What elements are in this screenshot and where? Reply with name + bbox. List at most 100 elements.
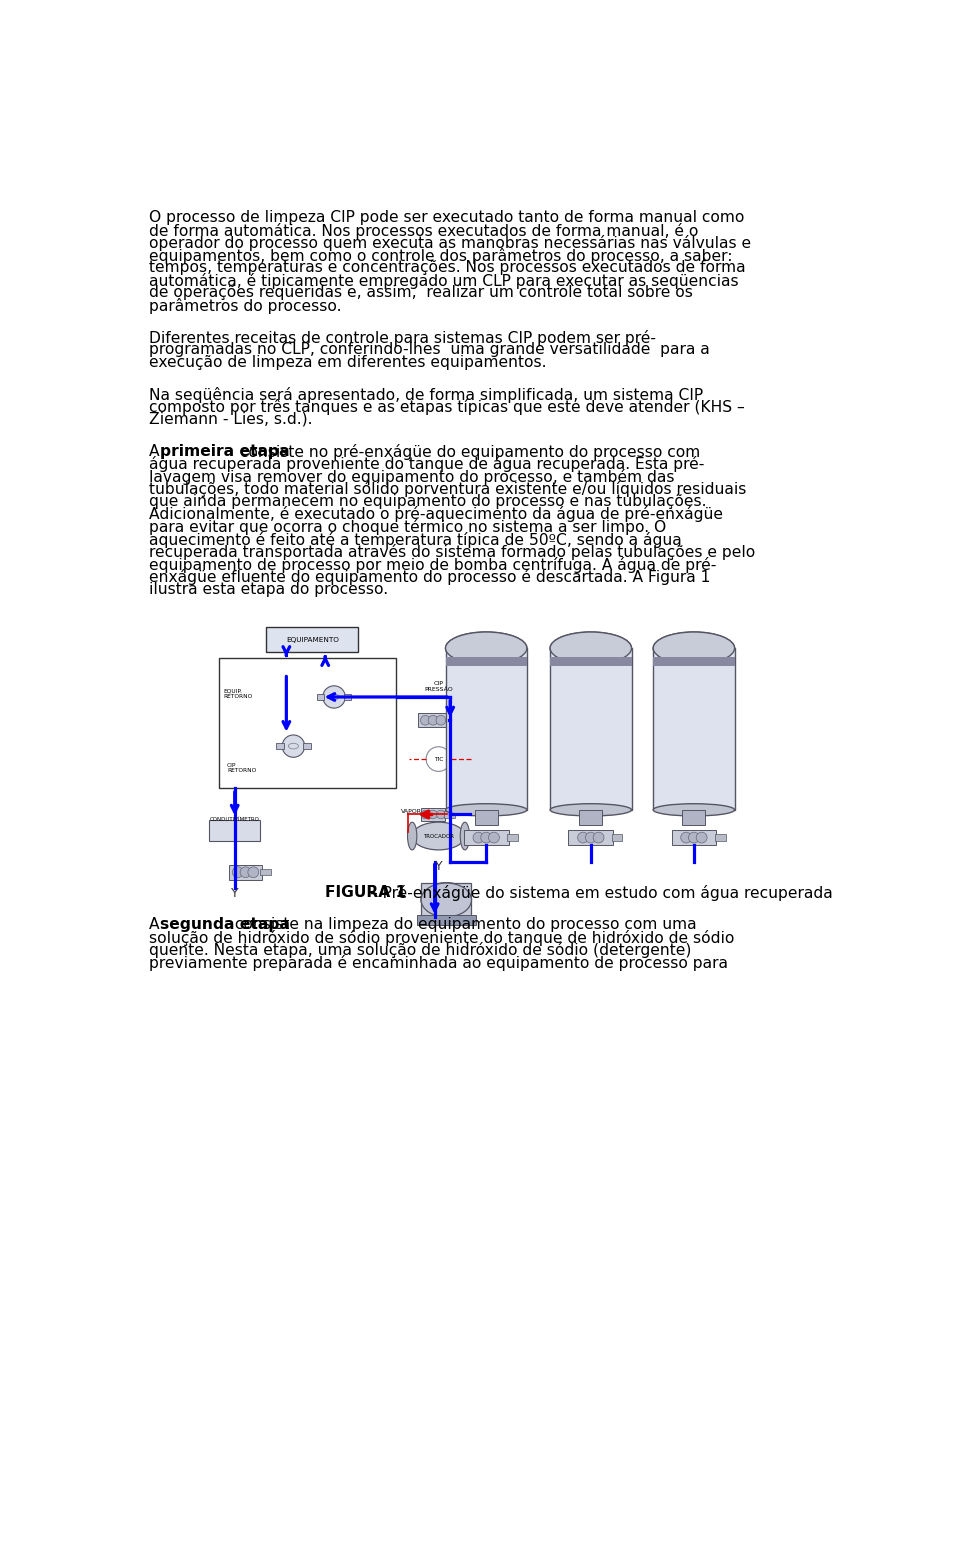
Text: CIP
PRESSÃO: CIP PRESSÃO [424,681,453,692]
Circle shape [473,833,484,843]
Bar [420,808,445,820]
Text: consiste no pré-enxágüe do equipamento do processo com: consiste no pré-enxágüe do equipamento d… [235,444,700,460]
Circle shape [232,867,243,878]
Bar [475,809,497,825]
Bar [421,882,471,917]
Ellipse shape [653,631,734,664]
Text: consiste na limpeza do equipamento do processo com uma: consiste na limpeza do equipamento do pr… [229,917,696,932]
Bar [303,744,311,748]
Circle shape [437,811,445,818]
Text: TROCADOR: TROCADOR [423,834,454,839]
Bar [445,656,527,666]
Ellipse shape [412,822,465,850]
Circle shape [489,833,499,843]
Bar [683,809,706,825]
Text: tempos, temperaturas e concentrações. Nos processos executados de forma: tempos, temperaturas e concentrações. No… [150,260,746,276]
Bar [344,694,351,700]
Circle shape [428,716,438,725]
Text: CIP
RETORNO: CIP RETORNO [227,762,256,773]
Text: A: A [150,917,165,932]
Bar [671,829,716,845]
Text: Ziemann - Lies, s.d.).: Ziemann - Lies, s.d.). [150,412,313,427]
Circle shape [429,811,438,818]
Text: para evitar que ocorra o choque térmico no sistema a ser limpo. O: para evitar que ocorra o choque térmico … [150,519,666,535]
Ellipse shape [421,882,471,917]
Bar [507,834,517,840]
Text: automática, é tipicamente empregado um CLP para executar as seqüencias: automática, é tipicamente empregado um C… [150,273,739,288]
Bar [550,656,632,666]
Circle shape [688,833,699,843]
Bar [464,829,509,845]
Text: primeira etapa: primeira etapa [160,444,290,458]
Bar [445,649,527,809]
Bar [653,656,734,666]
Ellipse shape [421,882,471,917]
Text: – Pré-enxágüe do sistema em estudo com água recuperada: – Pré-enxágüe do sistema em estudo com á… [371,886,833,901]
Bar [419,714,447,726]
Ellipse shape [550,631,632,664]
Bar [209,820,259,842]
Text: que ainda permanecem no equipamento do processo e nas tubulações.: que ainda permanecem no equipamento do p… [150,494,707,508]
Text: água recuperada proveniente do tanque de água recuperada. Esta pré-: água recuperada proveniente do tanque de… [150,457,705,472]
Text: VAPOR: VAPOR [400,809,421,814]
Bar [653,649,734,809]
Bar [568,829,613,845]
Text: FIGURA 1: FIGURA 1 [325,886,407,900]
Circle shape [323,686,346,708]
Ellipse shape [408,822,417,850]
Text: de operações requeridas e, assim,  realizar um controle total sobre os: de operações requeridas e, assim, realiz… [150,285,693,301]
Ellipse shape [460,822,469,850]
Text: solução de hidróxido de sódio proveniente do tanque de hidróxido de sódio: solução de hidróxido de sódio provenient… [150,929,734,946]
Text: lavagem visa remover do equipamento do processo, e também das: lavagem visa remover do equipamento do p… [150,469,675,485]
Circle shape [426,747,451,772]
Text: quente. Nesta etapa, uma solução de hidróxido de sódio (detergente): quente. Nesta etapa, uma solução de hidr… [150,942,692,959]
Ellipse shape [550,804,632,815]
Ellipse shape [445,804,527,815]
Text: enxágüe efluente do equipamento do processo é descartada. A Figura 1: enxágüe efluente do equipamento do proce… [150,569,710,585]
Text: execução de limpeza em diferentes equipamentos.: execução de limpeza em diferentes equipa… [150,355,547,369]
Bar [260,870,271,875]
Circle shape [696,833,708,843]
Text: operador do processo quem executa as manobras necessárias nas válvulas e: operador do processo quem executa as man… [150,235,752,251]
Bar [267,627,358,652]
Bar [219,658,396,787]
Circle shape [481,833,492,843]
Circle shape [436,716,445,725]
Circle shape [681,833,691,843]
Text: Adicionalmente, é executado o pré-aquecimento da água de pré-enxágüe: Adicionalmente, é executado o pré-aqueci… [150,507,724,522]
Text: composto por três tanques e as etapas típicas que este deve atender (KHS –: composto por três tanques e as etapas tí… [150,399,745,415]
Text: segunda etapa: segunda etapa [160,917,290,932]
Bar [580,809,602,825]
Bar [446,717,457,723]
Bar [444,811,455,817]
Circle shape [248,867,259,878]
Text: equipamentos, bem como o controle dos parâmetros do processo, a saber:: equipamentos, bem como o controle dos pa… [150,248,732,263]
Bar [612,834,622,840]
Circle shape [420,716,430,725]
Text: programadas no CLP, conferindo-lhes  uma grande versatilidade  para a: programadas no CLP, conferindo-lhes uma … [150,343,710,357]
Text: de forma automática. Nos processos executados de forma manual, é o: de forma automática. Nos processos execu… [150,223,699,239]
Circle shape [421,811,430,818]
Text: A: A [150,444,165,458]
Text: Y: Y [435,861,443,873]
Text: ilustra esta etapa do processo.: ilustra esta etapa do processo. [150,582,389,597]
Ellipse shape [445,631,527,664]
Text: O processo de limpeza CIP pode ser executado tanto de forma manual como: O processo de limpeza CIP pode ser execu… [150,210,745,224]
Bar [229,865,262,879]
Text: parâmetros do processo.: parâmetros do processo. [150,298,342,313]
Text: EQUIP.
RETORNO: EQUIP. RETORNO [224,689,253,698]
Circle shape [586,833,596,843]
Text: Diferentes receitas de controle para sistemas CIP podem ser pré-: Diferentes receitas de controle para sis… [150,331,657,346]
Ellipse shape [445,631,527,664]
Text: tubulações, todo material sólido porventura existente e/ou líquidos residuais: tubulações, todo material sólido porvent… [150,482,747,497]
Text: EQUIPAMENTO: EQUIPAMENTO [286,636,339,642]
Text: Y: Y [231,887,238,900]
Circle shape [578,833,588,843]
Bar [550,649,632,809]
Text: equipamento de processo por meio de bomba centrífuga. A água de pré-: equipamento de processo por meio de bomb… [150,557,717,572]
Ellipse shape [550,631,632,664]
Bar [417,915,476,924]
Ellipse shape [653,631,734,664]
Circle shape [593,833,604,843]
Text: previamente preparada é encaminhada ao equipamento de processo para: previamente preparada é encaminhada ao e… [150,954,729,971]
